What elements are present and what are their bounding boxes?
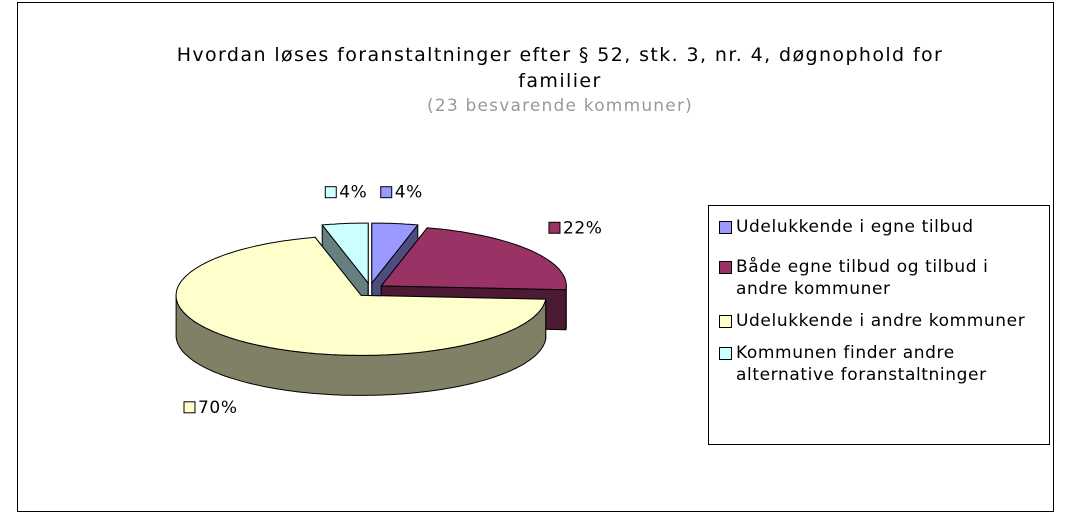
- legend-entry: Både egne tilbud og tilbud i andre kommu…: [719, 256, 1043, 300]
- data-label: 4%: [395, 183, 423, 203]
- legend: Udelukkende i egne tilbud Både egne tilbu…: [708, 205, 1050, 445]
- legend-entry: Kommunen finder andre alternative forans…: [719, 342, 1043, 386]
- label-swatch: [325, 187, 336, 198]
- legend-label: Både egne tilbud og tilbud i andre kommu…: [736, 256, 1043, 300]
- chart-title: Hvordan løses foranstaltninger efter § 5…: [170, 42, 950, 94]
- legend-swatch: [719, 347, 732, 360]
- legend-label: Udelukkende i andre kommuner: [736, 310, 1025, 332]
- legend-entry: Udelukkende i egne tilbud: [719, 216, 1043, 238]
- legend-label: Udelukkende i egne tilbud: [736, 216, 974, 238]
- legend-swatch: [719, 261, 732, 274]
- data-label: 4%: [339, 183, 367, 203]
- legend-entry: Udelukkende i andre kommuner: [719, 310, 1043, 332]
- label-swatch: [184, 402, 195, 413]
- label-swatch: [381, 187, 392, 198]
- legend-label: Kommunen finder andre alternative forans…: [736, 342, 1043, 386]
- legend-swatch: [719, 315, 732, 328]
- chart-subtitle: (23 besvarende kommuner): [170, 96, 950, 116]
- data-label: 70%: [198, 398, 238, 418]
- label-swatch: [549, 222, 560, 233]
- legend-swatch: [719, 221, 732, 234]
- data-label: 22%: [563, 218, 603, 238]
